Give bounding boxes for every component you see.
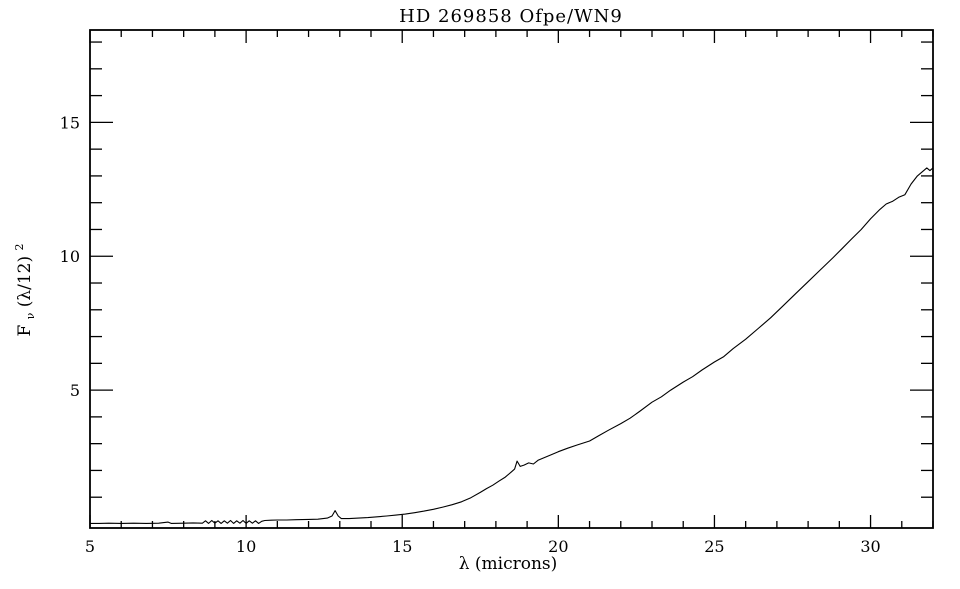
x-axis-label: λ (microns) bbox=[459, 554, 558, 574]
axis-ticks bbox=[89, 30, 934, 528]
y-tick-label: 5 bbox=[70, 381, 80, 400]
y-tick-label: 15 bbox=[60, 113, 80, 132]
y-label-superscript: 2 bbox=[13, 243, 26, 250]
y-axis-label: F ν (λ/12) 2 bbox=[13, 243, 39, 336]
x-tick-label: 15 bbox=[392, 537, 412, 556]
y-label-mid: (λ/12) bbox=[15, 256, 35, 307]
spectrum-line bbox=[90, 167, 934, 524]
y-label-base: F bbox=[15, 325, 35, 337]
x-tick-label: 20 bbox=[548, 537, 568, 556]
x-tick-label: 5 bbox=[85, 537, 95, 556]
y-tick-label: 10 bbox=[60, 247, 80, 266]
axis-tick-labels: 5 10 15 20 25 30 5 10 15 bbox=[60, 113, 881, 556]
chart-title: HD 269858 Ofpe/WN9 bbox=[399, 6, 623, 27]
plot-border bbox=[89, 29, 934, 529]
x-tick-label: 30 bbox=[860, 537, 880, 556]
y-label-subscript: ν bbox=[24, 312, 37, 319]
x-tick-label: 10 bbox=[236, 537, 256, 556]
x-tick-label: 25 bbox=[704, 537, 724, 556]
